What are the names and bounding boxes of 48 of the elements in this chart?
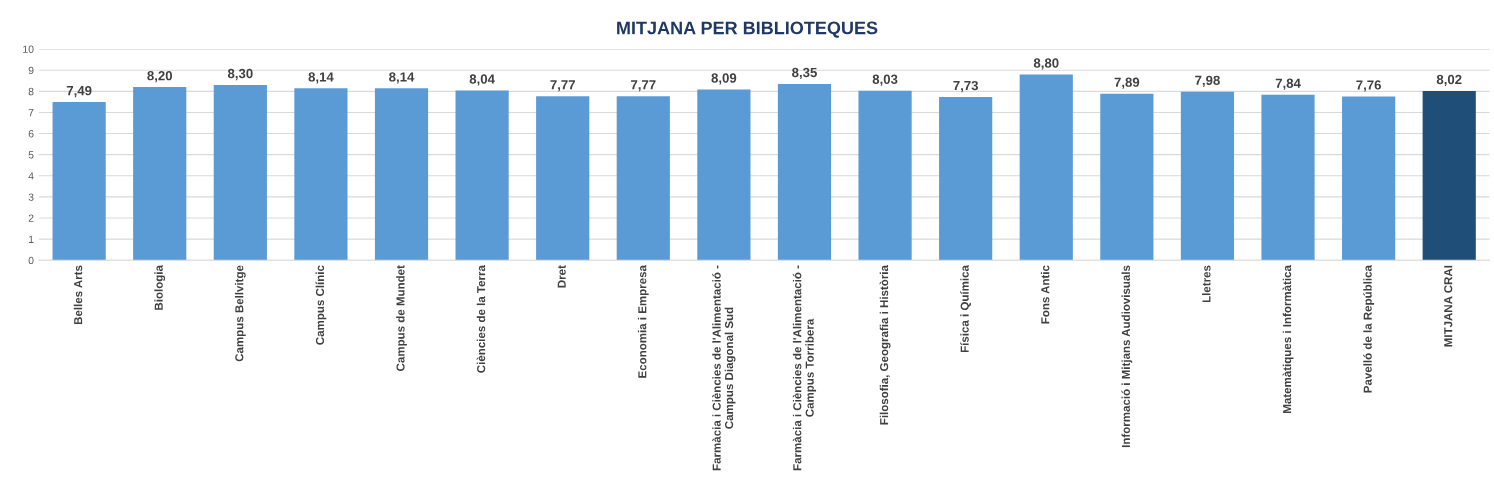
data-label: 8,20 [147,70,173,83]
y-tick-label: 5 [28,151,34,159]
x-tick-label: Pavelló de la República [1363,265,1375,393]
x-tick-label: Filosofia, Geografia i Història [879,265,891,425]
data-label: 7,77 [550,80,575,92]
x-tick-label: Informació i Mitjans Audiovisuals [1121,265,1133,448]
x-tick-label: Farmàcia i Ciències de l'Alimentació - Campus Diagonal Sud [712,265,736,471]
data-label: 7,77 [631,80,656,92]
x-tick-label: Lletres [1202,265,1211,303]
data-label: 8,02 [1436,74,1462,87]
x-tick-label: Campus Bellvitge [234,265,246,362]
data-label: 7,76 [1356,80,1381,92]
x-tick-label: Dret [557,265,566,288]
x-tick-label: Física i Química [960,265,971,353]
x-tick-label: MITJANA CRAI [1444,265,1453,347]
data-label: 7,89 [1114,77,1140,89]
y-tick-label: 1 [28,235,34,243]
data-label: 8,30 [227,68,253,81]
data-label: 7,73 [953,80,979,93]
x-tick-label: Ciències de la Terra [476,265,486,373]
y-tick-label: 9 [28,66,34,75]
y-tick-label: 2 [28,214,34,222]
data-label: 7,98 [1195,75,1220,87]
y-tick-label: 3 [28,193,34,201]
data-label: 8,14 [389,72,415,84]
x-tick-label: Farmàcia i Ciències de l'Alimentació - Campus Torribera [792,265,817,471]
data-label: 7,84 [1275,78,1301,90]
data-label: 8,35 [792,67,817,80]
data-label: 8,04 [469,74,495,86]
y-tick-label: 0 [28,256,34,265]
y-tick-label: 4 [28,172,34,180]
y-tick-label: 6 [28,130,34,138]
data-label: 8,03 [872,74,898,86]
x-tick-label: Fons Antic [1040,265,1050,324]
x-tick-label: Biologia [154,265,166,310]
y-tick-label: 10 [23,45,34,53]
x-tick-label: Campus de Mundet [396,265,407,371]
x-tick-label: Economia i Empresa [637,265,649,378]
data-label: 8,80 [1033,58,1059,70]
chart-title: MITJANA PER BIBLIOTEQUES [617,21,878,38]
y-tick-label: 7 [28,109,34,117]
x-tick-label: Campus Clínic [315,265,327,345]
data-label: 7,49 [66,85,92,98]
data-label: 8,14 [308,72,334,84]
data-label: 8,09 [711,73,737,85]
y-tick-label: 8 [28,87,34,96]
x-tick-label: Belles Arts [73,265,83,325]
x-tick-label: Matemàtiques i Informàtica [1282,265,1294,413]
